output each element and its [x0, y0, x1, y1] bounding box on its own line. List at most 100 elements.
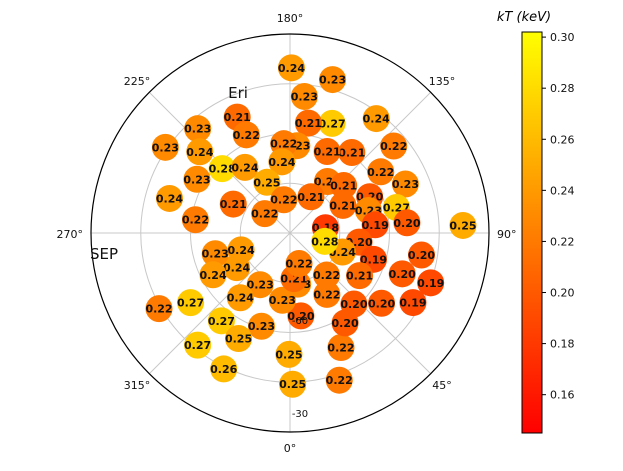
- data-point-label: 0.24: [278, 62, 305, 75]
- data-point-label: 0.27: [184, 339, 211, 352]
- data-point-marker: [225, 325, 253, 353]
- data-point-marker: [362, 105, 390, 133]
- data-point-label: 0.25: [225, 333, 252, 346]
- angle-label-0: 0°: [284, 442, 297, 455]
- radial-label-30: -30: [292, 409, 308, 420]
- colorbar-tick-label: 0.16: [550, 389, 575, 402]
- data-point-label: 0.27: [319, 117, 346, 130]
- data-point-label: 0.20: [408, 249, 435, 262]
- data-point-marker: [285, 250, 313, 278]
- data-point-marker: [361, 211, 389, 239]
- data-point-marker: [268, 286, 296, 314]
- data-point-label: 0.20: [340, 298, 367, 311]
- data-point-marker: [183, 165, 211, 193]
- data-point-label: 0.25: [449, 219, 476, 232]
- data-point-marker: [145, 295, 173, 323]
- colorbar-tick-label: 0.22: [550, 235, 575, 248]
- data-point-marker: [253, 168, 281, 196]
- data-point-marker: [313, 138, 341, 166]
- data-point-marker: [199, 261, 227, 289]
- data-point-label: 0.28: [311, 235, 338, 248]
- data-point-marker: [399, 289, 427, 317]
- data-point-label: 0.22: [367, 166, 394, 179]
- data-point-marker: [388, 260, 416, 288]
- data-point-marker: [313, 261, 341, 289]
- data-point-label: 0.24: [186, 146, 213, 159]
- angle-label-45: 45°: [432, 379, 452, 392]
- grid-spoke: [148, 232, 291, 375]
- data-point-label: 0.21: [224, 111, 251, 124]
- data-point-label: 0.22: [285, 258, 312, 271]
- data-point-label: 0.24: [227, 292, 254, 305]
- data-point-marker: [380, 132, 408, 160]
- data-point-marker: [449, 211, 477, 239]
- data-point-marker: [251, 200, 279, 228]
- data-point-marker: [327, 334, 355, 362]
- data-point-label: 0.23: [152, 141, 179, 154]
- data-points: 0.240.230.230.240.270.210.210.220.210.21…: [145, 54, 477, 398]
- data-point-marker: [279, 370, 307, 398]
- chart-labels: 0° 45° 90° 135° 180° 225° 270° 315° -60 …: [57, 12, 517, 455]
- data-point-label: 0.25: [275, 348, 302, 361]
- angle-label-180: 180°: [277, 12, 304, 25]
- colorbar-tick-label: 0.26: [550, 133, 575, 146]
- colorbar-tick-label: 0.18: [550, 338, 575, 351]
- data-point-label: 0.21: [338, 146, 365, 159]
- data-point-label: 0.22: [145, 303, 172, 316]
- data-point-label: 0.25: [279, 378, 306, 391]
- colorbar-tick-label: 0.20: [550, 287, 575, 300]
- data-point-marker: [231, 153, 259, 181]
- data-point-marker: [186, 138, 214, 166]
- angle-label-135: 135°: [429, 75, 456, 88]
- data-point-label: 0.22: [270, 194, 297, 207]
- data-point-label: 0.22: [327, 342, 354, 355]
- data-point-label: 0.22: [251, 208, 278, 221]
- data-point-marker: [219, 190, 247, 218]
- data-point-marker: [393, 209, 421, 237]
- data-point-marker: [155, 184, 183, 212]
- angle-label-315: 315°: [124, 379, 151, 392]
- data-point-marker: [184, 115, 212, 143]
- data-point-label: 0.24: [228, 244, 255, 257]
- data-point-marker: [290, 82, 318, 110]
- data-point-marker: [177, 289, 205, 317]
- data-point-label: 0.21: [346, 270, 373, 283]
- data-point-marker: [181, 206, 209, 234]
- data-point-marker: [311, 227, 339, 255]
- data-point-label: 0.21: [330, 180, 357, 193]
- data-point-marker: [313, 280, 341, 308]
- data-point-label: 0.20: [389, 268, 416, 281]
- data-point-marker: [287, 302, 315, 330]
- colorbar-tick-label: 0.24: [550, 184, 575, 197]
- data-point-label: 0.24: [363, 113, 390, 126]
- data-point-marker: [408, 241, 436, 269]
- data-point-label: 0.22: [313, 288, 340, 301]
- data-point-label: 0.24: [223, 262, 250, 275]
- data-point-label: 0.20: [332, 317, 359, 330]
- data-point-label: 0.23: [183, 173, 210, 186]
- data-point-marker: [368, 289, 396, 317]
- data-point-marker: [184, 331, 212, 359]
- data-point-label: 0.23: [247, 279, 274, 292]
- data-point-label: 0.23: [248, 320, 275, 333]
- data-point-marker: [297, 183, 325, 211]
- data-point-label: 0.27: [208, 315, 235, 328]
- data-point-marker: [329, 191, 357, 219]
- data-point-label: 0.28: [209, 163, 236, 176]
- data-point-marker: [247, 312, 275, 340]
- colorbar-tick-label: 0.30: [550, 31, 575, 44]
- colorbar-gradient: [521, 31, 543, 434]
- data-point-label: 0.22: [380, 140, 407, 153]
- data-point-label: 0.19: [417, 277, 444, 290]
- data-point-marker: [338, 138, 366, 166]
- data-point-label: 0.22: [270, 138, 297, 151]
- data-point-label: 0.24: [156, 192, 183, 205]
- annotation-eri: Eri: [228, 84, 248, 102]
- data-point-label: 0.21: [329, 199, 356, 212]
- data-point-label: 0.22: [326, 374, 353, 387]
- data-point-label: 0.22: [182, 214, 209, 227]
- data-point-marker: [210, 355, 238, 383]
- data-point-label: 0.23: [319, 74, 346, 87]
